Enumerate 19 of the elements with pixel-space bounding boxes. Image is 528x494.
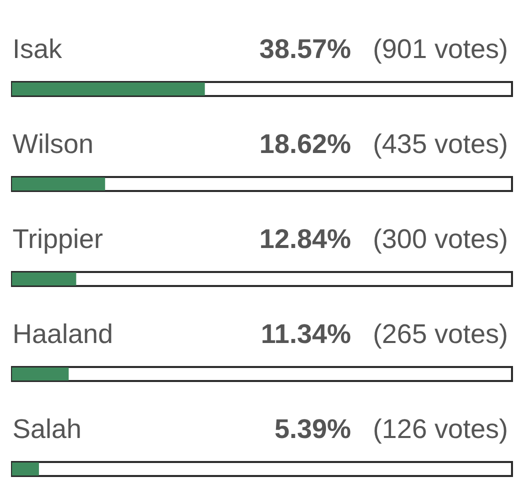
bar [12, 462, 39, 476]
data-label: 38.57% [259, 34, 351, 64]
y-tick-label: Wilson [12, 129, 94, 159]
y-tick-label: Haaland [12, 319, 114, 349]
annotation: (265 votes) [372, 319, 508, 349]
annotation: (435 votes) [372, 129, 508, 159]
y-tick-label: Trippier [12, 224, 104, 254]
bar [12, 178, 106, 190]
data-label: 12.84% [259, 224, 351, 254]
data-label: 11.34% [260, 319, 351, 349]
bar [12, 272, 76, 286]
data-label: 18.62% [259, 129, 351, 159]
data-label: 5.39% [274, 414, 351, 444]
y-tick-label: Isak [12, 34, 63, 64]
annotation: (901 votes) [372, 34, 508, 64]
bar [12, 368, 69, 380]
annotation: (300 votes) [372, 224, 508, 254]
y-tick-label: Salah [12, 414, 82, 444]
annotation: (126 votes) [372, 414, 508, 444]
